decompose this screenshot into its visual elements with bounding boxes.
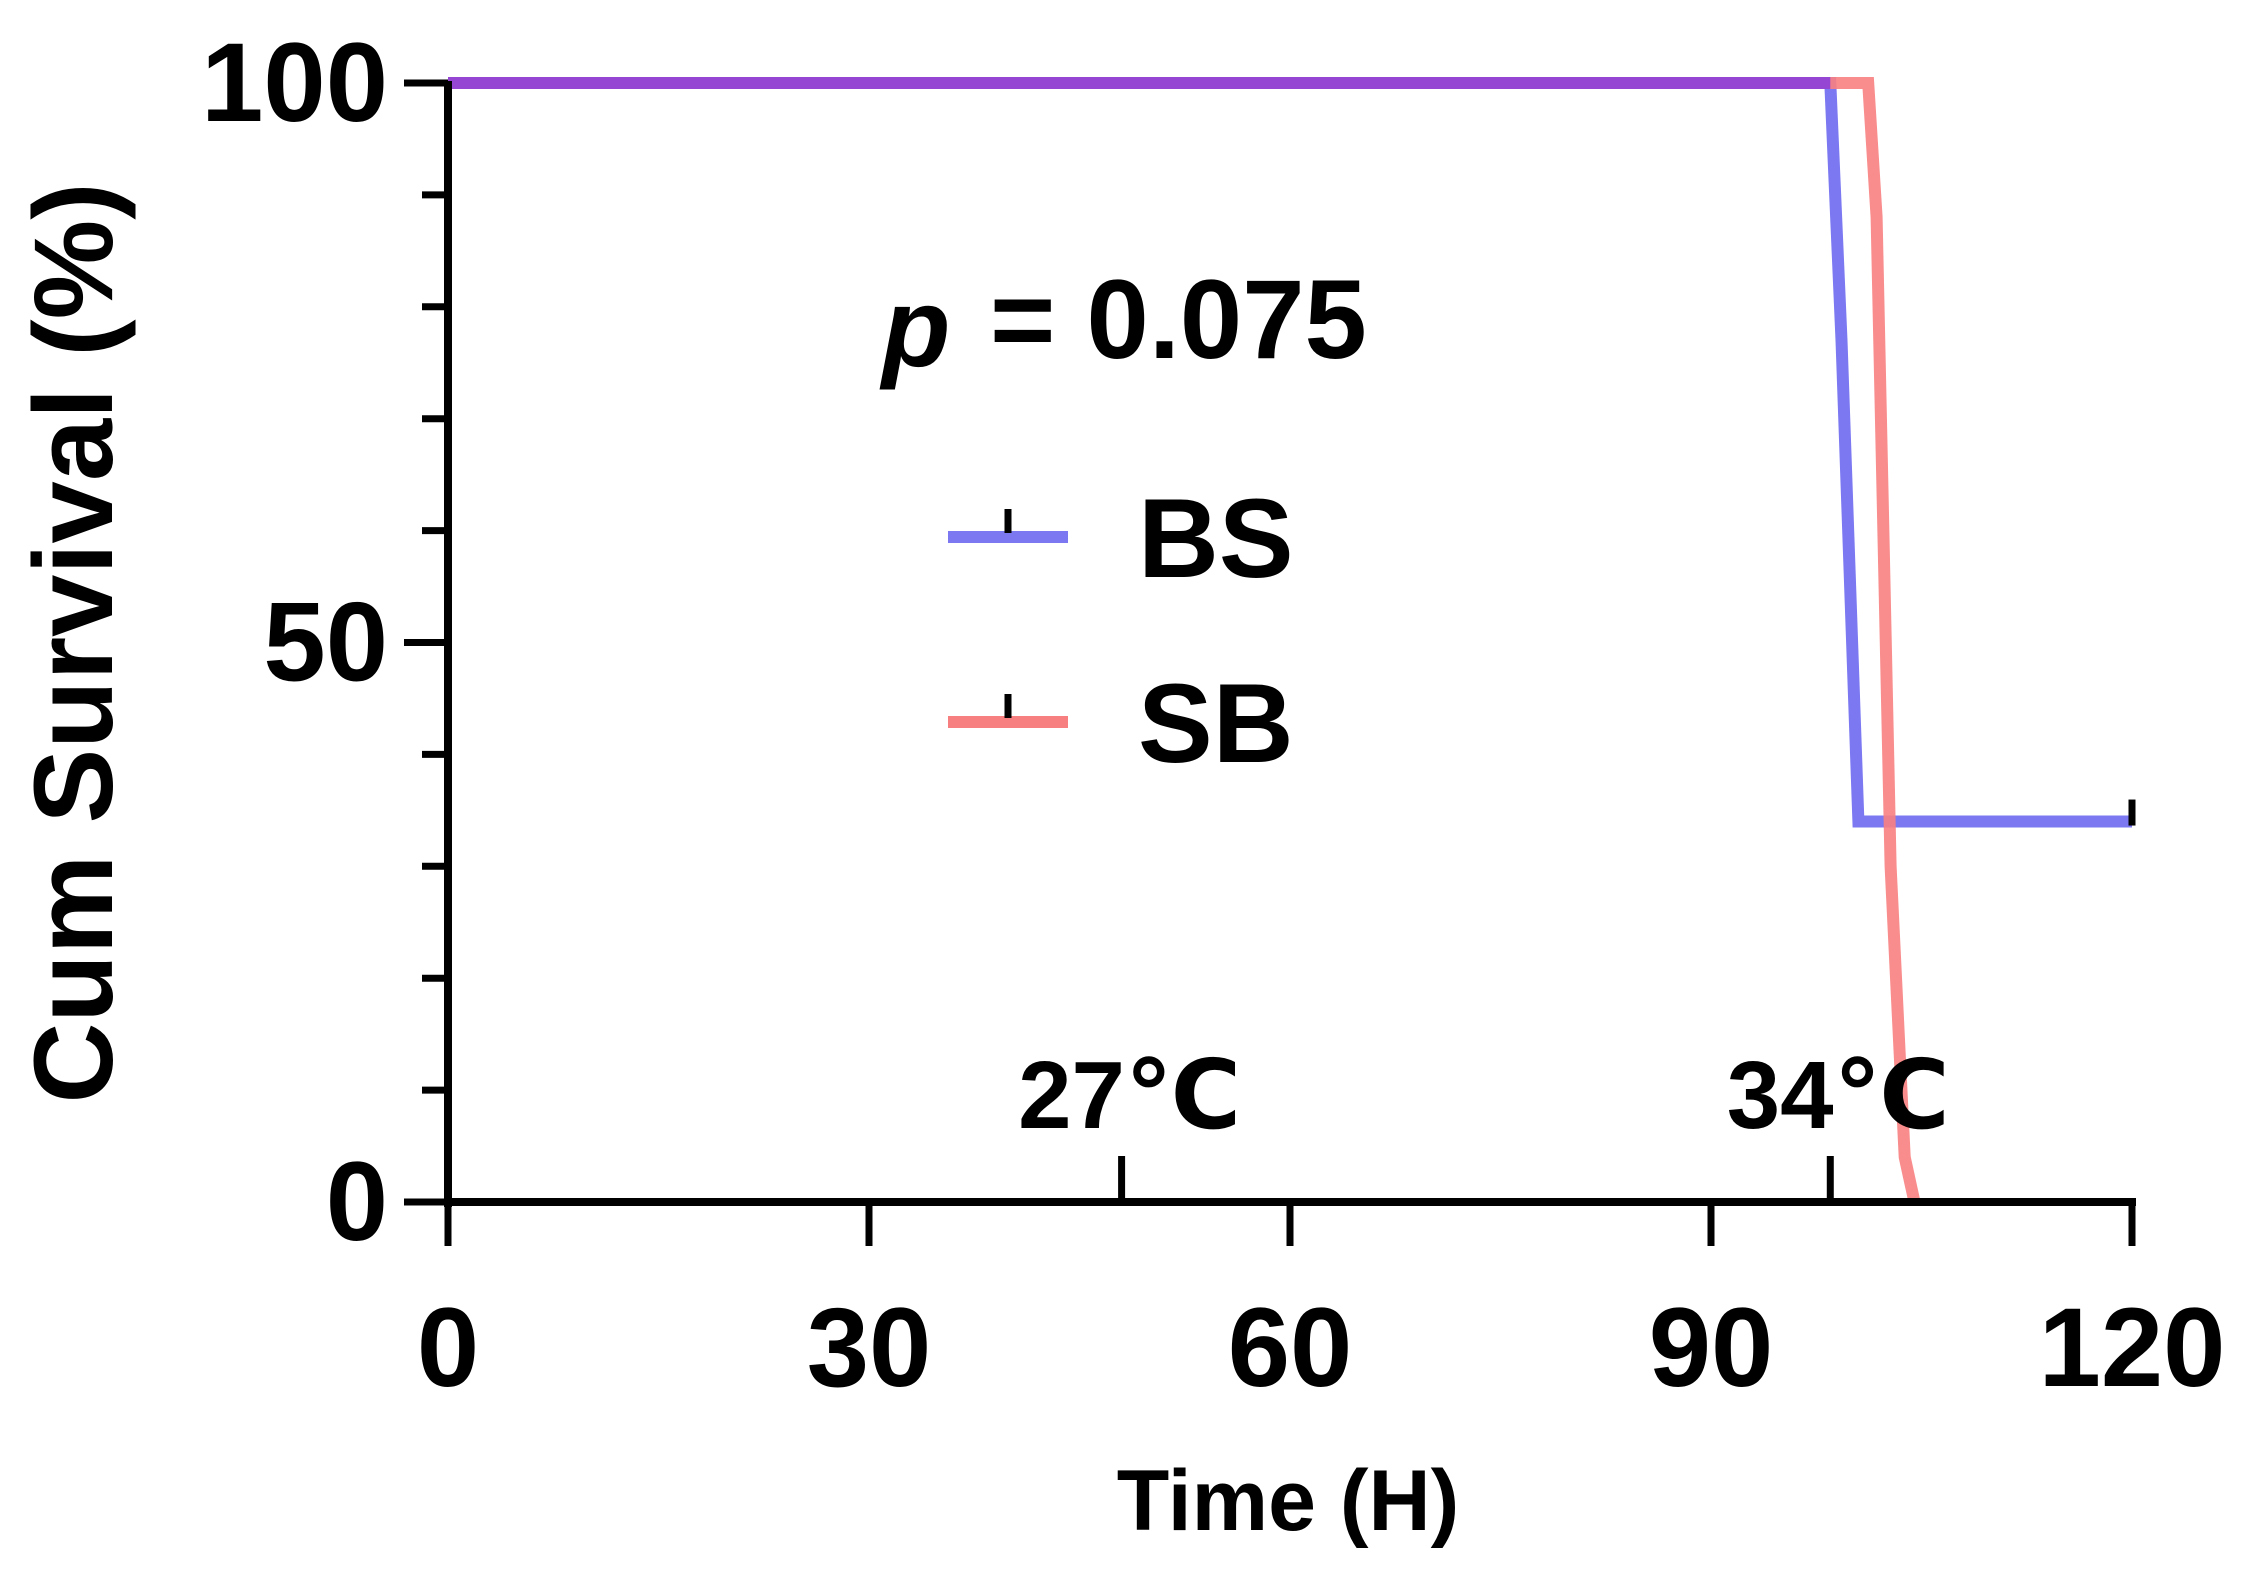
text-layer: 0 50 100 0 30 60 90 120 27℃ 34℃ Time (H) Cum Surviv… xyxy=(11,20,2225,1549)
x-tick-label: 90 xyxy=(1649,1285,1774,1410)
x-tick-label: 30 xyxy=(807,1285,932,1410)
series-line-sb xyxy=(448,77,1921,1204)
y-tick-label: 50 xyxy=(263,580,388,705)
axes-layer xyxy=(404,79,2136,1246)
phase-label: 27℃ xyxy=(1018,1042,1241,1149)
legend-label-bs: BS xyxy=(1138,476,1294,601)
y-tick-label: 100 xyxy=(201,20,388,145)
phase-label: 34℃ xyxy=(1727,1042,1950,1149)
p-value-text: = 0.075 xyxy=(990,257,1367,382)
y-axis-title: Cum Survival (%) xyxy=(11,182,136,1103)
x-tick-label: 0 xyxy=(417,1285,479,1410)
p-value-symbol: p xyxy=(879,265,950,390)
x-axis-title: Time (H) xyxy=(1117,1453,1459,1549)
x-tick-label: 120 xyxy=(2039,1285,2226,1410)
series-layer xyxy=(448,77,2136,1204)
legend-label-sb: SB xyxy=(1138,661,1294,786)
y-tick-label: 0 xyxy=(326,1139,388,1264)
x-tick-label: 60 xyxy=(1228,1285,1353,1410)
